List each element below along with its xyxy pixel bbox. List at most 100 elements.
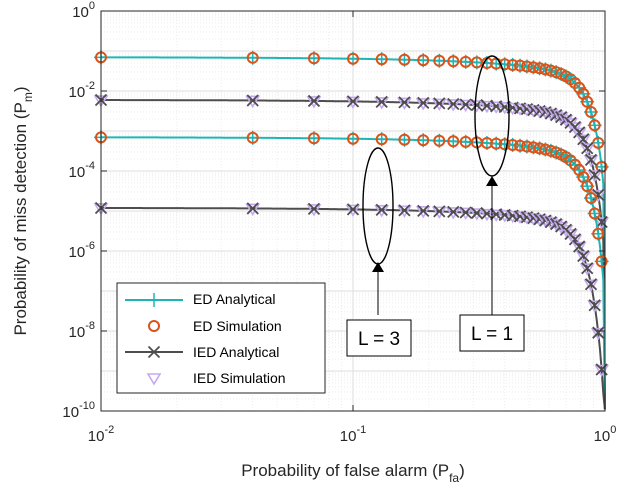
- triangle-marker: [469, 208, 485, 221]
- x-marker: [459, 206, 472, 219]
- triangle-marker: [563, 118, 578, 131]
- series-ed-l3: [94, 130, 609, 410]
- x-marker: [398, 96, 411, 109]
- circle-marker: [148, 320, 160, 332]
- triangle-marker: [575, 251, 591, 264]
- circle-marker: [581, 180, 594, 193]
- triangle-marker: [245, 203, 261, 216]
- triangle-marker: [469, 100, 485, 113]
- triangle-marker: [571, 127, 587, 140]
- triangle-marker: [497, 210, 513, 223]
- x-marker: [459, 98, 472, 111]
- triangle-marker: [571, 241, 587, 255]
- x-marker: [539, 214, 552, 227]
- triangle-marker: [587, 170, 603, 183]
- circle-marker: [514, 59, 527, 72]
- circle-marker: [588, 119, 601, 132]
- x-marker: [539, 106, 552, 119]
- circle-marker: [447, 55, 460, 68]
- triangle-marker: [306, 96, 322, 109]
- x-marker: [568, 233, 582, 246]
- legend-label-ed-analytical: ED Analytical: [193, 291, 275, 307]
- triangle-marker: [567, 234, 583, 247]
- triangle-marker: [543, 217, 559, 230]
- triangle-marker: [306, 204, 322, 217]
- circle-marker: [514, 139, 527, 152]
- circle-marker: [592, 136, 605, 149]
- triangle-marker: [431, 206, 447, 219]
- triangle-marker: [479, 208, 495, 222]
- x-axis-label: Probability of false alarm (Pfa): [241, 461, 465, 485]
- y-tick-label: 10-2: [69, 80, 95, 101]
- triangle-marker: [579, 143, 595, 156]
- triangle-marker: [558, 224, 574, 238]
- x-marker: [577, 133, 590, 146]
- circle-marker: [375, 133, 388, 146]
- circle-marker: [307, 52, 320, 65]
- x-marker: [346, 95, 360, 108]
- x-marker: [375, 203, 388, 216]
- x-marker: [307, 202, 321, 216]
- triangle-marker: [458, 207, 474, 221]
- circle-marker: [520, 60, 533, 73]
- circle-marker: [527, 141, 540, 154]
- series-ed-l1: [94, 50, 609, 410]
- x-marker: [588, 168, 601, 182]
- x-marker: [447, 205, 460, 219]
- y-tick-label: 100: [72, 0, 95, 21]
- y-tick-label: 10-8: [69, 320, 95, 341]
- x-marker: [584, 278, 598, 291]
- triangle-marker: [579, 263, 595, 276]
- triangle-marker: [479, 100, 495, 114]
- legend-label-ied-analytical: IED Analytical: [193, 344, 279, 360]
- triangle-marker: [532, 214, 547, 227]
- circle-marker: [585, 192, 598, 205]
- x-marker: [577, 249, 590, 263]
- x-marker: [398, 204, 411, 217]
- legend-symbols: [125, 293, 183, 386]
- triangle-marker: [415, 98, 431, 111]
- triangle-marker: [458, 99, 474, 113]
- x-marker: [246, 94, 259, 107]
- triangle-marker: [445, 99, 461, 112]
- triangle-marker: [397, 97, 412, 110]
- x-tick-label: 10-2: [88, 424, 114, 445]
- x-marker: [375, 95, 388, 109]
- circle-marker: [347, 132, 359, 145]
- series-layer: [93, 50, 610, 410]
- triangle-marker: [505, 102, 521, 116]
- x-marker: [447, 97, 460, 111]
- x-marker: [588, 299, 601, 312]
- legend-label-ed-simulation: ED Simulation: [193, 318, 282, 334]
- y-axis-label: Probability of miss detection (Pm): [11, 86, 35, 335]
- triangle-marker: [146, 373, 162, 386]
- x-marker: [417, 204, 430, 217]
- triangle-marker: [374, 205, 390, 218]
- y-tick-label: 10-6: [69, 240, 95, 261]
- ellipse-l1: [474, 55, 510, 177]
- circle-marker: [307, 132, 320, 145]
- x-tick-label: 10-1: [340, 424, 366, 445]
- triangle-marker: [488, 209, 504, 222]
- legend-label-ied-simulation: IED Simulation: [193, 370, 286, 386]
- x-marker: [581, 142, 594, 155]
- arrow-l3-head: [372, 262, 384, 272]
- triangle-marker: [345, 204, 361, 217]
- legend: ED Analytical ED Simulation IED Analytic…: [116, 282, 326, 394]
- triangle-marker: [488, 101, 504, 114]
- triangle-marker: [245, 95, 261, 109]
- circle-marker: [347, 52, 359, 65]
- circle-marker: [588, 207, 601, 220]
- triangle-marker: [374, 97, 390, 110]
- ticks: 10-2 10-1 100 10-10 10-8 10-6 10-4 10-2 100: [62, 0, 616, 445]
- x-marker: [573, 126, 586, 139]
- x-marker: [307, 94, 321, 108]
- series-ied-l3: [93, 201, 610, 410]
- x-marker: [147, 345, 161, 359]
- circle-marker: [433, 134, 446, 147]
- arrow-l1-head: [486, 176, 498, 186]
- annotation-box-l1: [459, 314, 525, 352]
- triangle-marker: [445, 207, 461, 220]
- circle-marker: [417, 54, 430, 67]
- x-tick-label: 100: [594, 424, 617, 445]
